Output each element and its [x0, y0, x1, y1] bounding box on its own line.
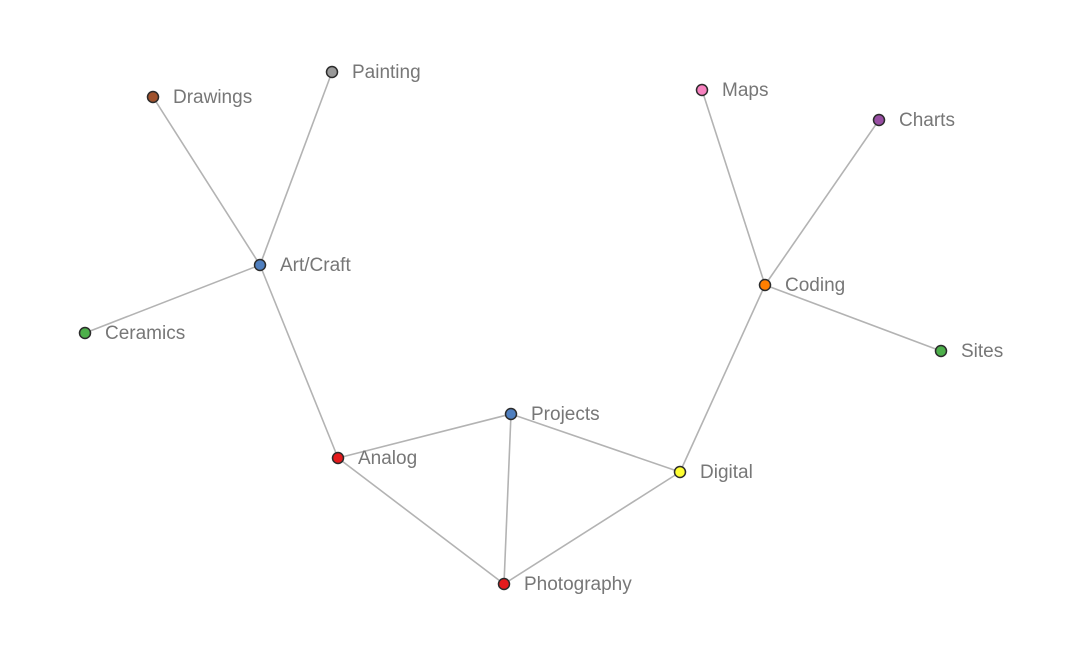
node-dot-charts[interactable] [872, 113, 886, 127]
edge-photography-digital [503, 471, 681, 585]
edge-coding-maps [701, 89, 766, 286]
node-photography[interactable]: Photography [497, 574, 633, 595]
node-dot-coding[interactable] [758, 278, 772, 292]
node-projects[interactable]: Projects [504, 404, 600, 425]
edge-analog-projects [337, 413, 512, 459]
edge-projects-digital [510, 413, 681, 473]
node-label-photography: Photography [524, 574, 632, 595]
edge-ceramics-art_craft [84, 264, 261, 334]
edge-art_craft-analog [259, 264, 339, 459]
node-analog[interactable]: Analog [331, 448, 418, 469]
node-dot-painting[interactable] [325, 65, 339, 79]
node-dot-digital[interactable] [673, 465, 687, 479]
edge-painting-art_craft [259, 71, 333, 266]
edge-coding-charts [764, 119, 880, 286]
edges-layer [84, 71, 942, 585]
node-label-charts: Charts [899, 110, 955, 131]
node-art_craft[interactable]: Art/Craft [253, 255, 352, 276]
node-label-art_craft: Art/Craft [280, 255, 351, 276]
node-painting[interactable]: Painting [325, 62, 421, 83]
node-ceramics[interactable]: Ceramics [78, 323, 186, 344]
node-dot-maps[interactable] [695, 83, 709, 97]
node-label-sites: Sites [961, 341, 1003, 362]
node-charts[interactable]: Charts [872, 110, 955, 131]
edge-digital-coding [679, 284, 766, 473]
edge-drawings-art_craft [152, 96, 261, 266]
node-label-coding: Coding [785, 275, 845, 296]
node-coding[interactable]: Coding [758, 275, 846, 296]
node-sites[interactable]: Sites [934, 341, 1004, 362]
node-label-digital: Digital [700, 462, 753, 483]
edge-projects-photography [503, 413, 512, 585]
node-label-ceramics: Ceramics [105, 323, 185, 344]
node-dot-art_craft[interactable] [253, 258, 267, 272]
edge-analog-photography [337, 457, 505, 585]
node-dot-projects[interactable] [504, 407, 518, 421]
node-dot-photography[interactable] [497, 577, 511, 591]
node-dot-analog[interactable] [331, 451, 345, 465]
node-label-painting: Painting [352, 62, 421, 83]
node-drawings[interactable]: Drawings [146, 87, 253, 108]
node-maps[interactable]: Maps [695, 80, 769, 101]
node-label-analog: Analog [358, 448, 417, 469]
node-label-maps: Maps [722, 80, 768, 101]
node-digital[interactable]: Digital [673, 462, 753, 483]
node-dot-drawings[interactable] [146, 90, 160, 104]
node-label-drawings: Drawings [173, 87, 252, 108]
node-dot-ceramics[interactable] [78, 326, 92, 340]
node-dot-sites[interactable] [934, 344, 948, 358]
edge-coding-sites [764, 284, 942, 352]
node-label-projects: Projects [531, 404, 600, 425]
nodes-layer: Drawings Painting Art/Craft Ceramics Analog P… [78, 62, 1004, 595]
